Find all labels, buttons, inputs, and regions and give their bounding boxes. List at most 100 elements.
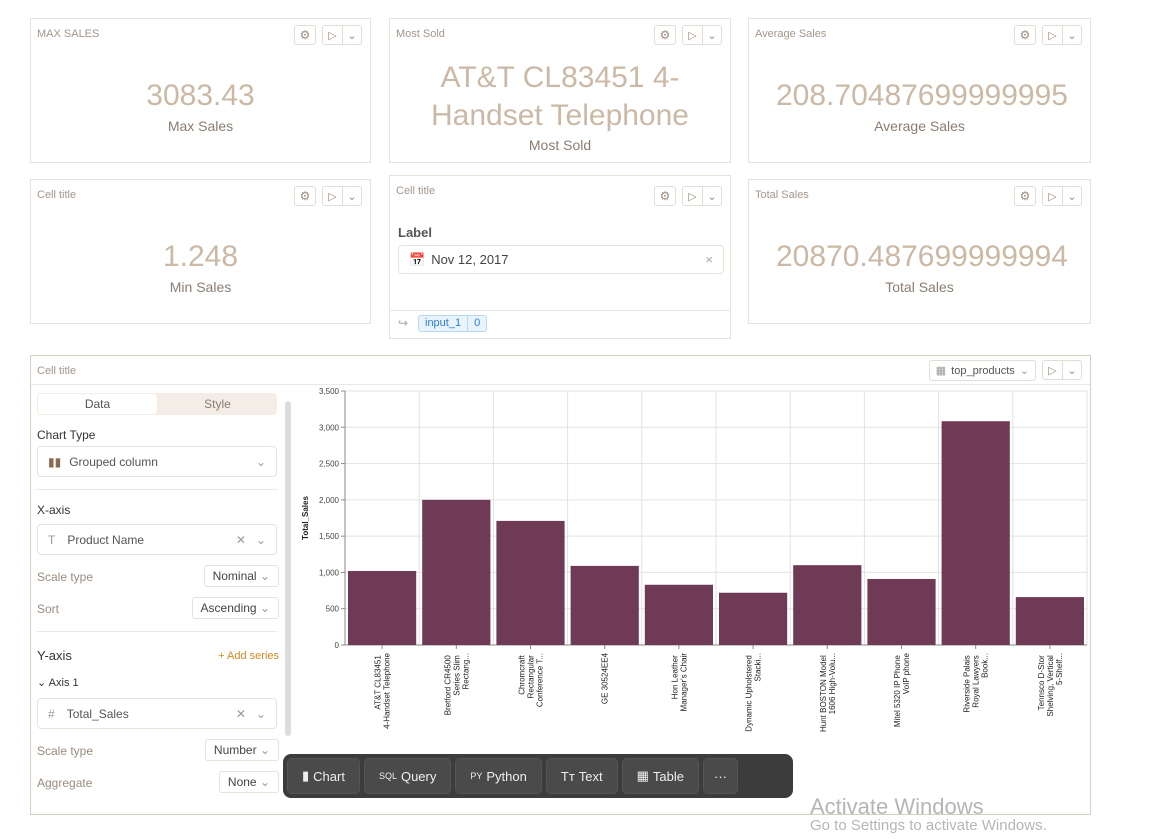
chart-config-panel: Data Style Chart Type ▮▮ Grouped column ⌄ … <box>31 386 293 814</box>
input-label: Label <box>398 225 432 240</box>
settings-button[interactable]: ⚙ <box>294 186 316 206</box>
average-sales-card: Average Sales ⚙ ▷ ⌄ 208.70487699999995 Ave… <box>748 18 1091 163</box>
run-options-button[interactable]: ⌄ <box>1062 26 1081 44</box>
variable-name: input_1 <box>425 317 462 329</box>
settings-button[interactable]: ⚙ <box>1014 25 1036 45</box>
cell-title: Cell title <box>37 365 77 377</box>
scale-type-label: Scale type <box>37 744 94 758</box>
metric-value-line2: Handset Telephone <box>431 99 689 132</box>
calendar-icon: 📅 <box>409 251 426 267</box>
run-options-button[interactable]: ⌄ <box>702 26 721 44</box>
axis1-toggle[interactable]: ⌄ Axis 1 <box>37 677 79 689</box>
dataframe-select[interactable]: ▦ top_products ⌄ <box>928 360 1036 381</box>
button-label: Python <box>486 768 527 784</box>
cell-title: MAX SALES <box>37 28 100 40</box>
config-tabs: Data Style <box>37 393 277 415</box>
chevron-down-icon: ⌄ <box>259 743 270 757</box>
metric-value: 20870.487699999994 <box>776 240 1068 273</box>
add-series-button[interactable]: + Add series <box>218 650 279 662</box>
cell-title: Cell title <box>37 189 77 201</box>
metric-value-line1: AT&T CL83451 4- <box>440 61 680 94</box>
run-button[interactable]: ▷ <box>1048 29 1057 42</box>
chevron-down-icon: ⌄ <box>255 706 266 721</box>
bar-chart-icon: ▮▮ <box>48 454 62 469</box>
add-cell-toolbar: ▮ Chart SQL Query PY Python Tт Text ▦ Table ·… <box>283 754 793 798</box>
sort-select[interactable]: Ascending ⌄ <box>191 597 279 619</box>
aggregate-value: None <box>227 775 257 789</box>
python-icon: PY <box>470 771 483 781</box>
tab-style[interactable]: Style <box>204 397 231 411</box>
add-chart-button[interactable]: ▮ Chart <box>287 758 360 794</box>
y-axis-label: Y-axis <box>37 648 72 663</box>
chart-type-select[interactable]: ▮▮ Grouped column ⌄ <box>37 446 277 477</box>
clear-icon[interactable]: × <box>705 252 713 267</box>
x-axis-label: X-axis <box>37 503 71 517</box>
run-options-button[interactable]: ⌄ <box>702 187 721 205</box>
run-options-button[interactable]: ⌄ <box>1062 361 1081 379</box>
date-input[interactable]: 📅 Nov 12, 2017 × <box>398 245 724 274</box>
button-label: Chart <box>313 768 345 784</box>
run-button[interactable]: ▷ <box>328 29 337 42</box>
cell-title: Average Sales <box>755 28 827 40</box>
date-value: Nov 12, 2017 <box>431 252 509 267</box>
more-button[interactable]: ··· <box>703 758 738 794</box>
cell-title: Most Sold <box>396 28 445 40</box>
add-text-button[interactable]: Tт Text <box>545 758 618 794</box>
x-field-value: Product Name <box>67 532 145 547</box>
clear-icon[interactable]: ✕ <box>235 532 246 547</box>
x-scale-select[interactable]: Nominal ⌄ <box>203 565 279 587</box>
run-options-button[interactable]: ⌄ <box>342 187 361 205</box>
x-scale-value: Nominal <box>212 569 257 583</box>
cell-title: Cell title <box>396 185 436 197</box>
run-button[interactable]: ▷ <box>688 29 697 42</box>
y-scale-select[interactable]: Number ⌄ <box>204 739 279 761</box>
table-icon: ▦ <box>636 768 649 783</box>
metric-label: Min Sales <box>169 279 232 295</box>
chevron-down-icon: ⌄ <box>255 532 266 547</box>
run-button[interactable]: ▷ <box>328 190 337 203</box>
aggregate-select[interactable]: None ⌄ <box>218 771 279 793</box>
add-query-button[interactable]: SQL Query <box>363 758 452 794</box>
sort-value: Ascending <box>200 601 257 615</box>
run-button[interactable]: ▷ <box>688 190 697 203</box>
run-button[interactable]: ▷ <box>1048 364 1057 377</box>
aggregate-label: Aggregate <box>37 776 93 790</box>
metric-label: Most Sold <box>528 137 592 153</box>
x-field-select[interactable]: T Product Name ✕ ⌄ <box>37 524 277 555</box>
watermark-line1: Activate Windows <box>810 794 984 819</box>
metric-value: 3083.43 <box>146 79 255 112</box>
date-input-card: Cell title ⚙ ▷ ⌄ Label 📅 Nov 12, 2017 × ↪ … <box>389 175 731 339</box>
settings-button[interactable]: ⚙ <box>294 25 316 45</box>
table-icon: ▦ <box>935 365 947 377</box>
settings-button[interactable]: ⚙ <box>654 25 676 45</box>
run-options-button[interactable]: ⌄ <box>1062 187 1081 205</box>
add-table-button[interactable]: ▦ Table <box>621 758 699 794</box>
axis1-label: Axis 1 <box>48 677 79 689</box>
y-field-select[interactable]: # Total_Sales ✕ ⌄ <box>37 698 277 729</box>
most-sold-card: Most Sold ⚙ ▷ ⌄ AT&T CL83451 4- Handset Te… <box>389 18 731 163</box>
tab-data[interactable]: Data <box>38 394 157 414</box>
metric-label: Total Sales <box>885 279 954 295</box>
sort-label: Sort <box>37 602 60 616</box>
min-sales-card: Cell title ⚙ ▷ ⌄ 1.248 Min Sales <box>30 179 371 324</box>
chevron-down-icon: ⌄ <box>1019 365 1029 377</box>
metric-value: 208.70487699999995 <box>776 79 1068 112</box>
run-button[interactable]: ▷ <box>1048 190 1057 203</box>
clear-icon[interactable]: ✕ <box>235 706 246 721</box>
chevron-down-icon: ⌄ <box>259 601 270 615</box>
panel-scrollbar[interactable] <box>285 401 291 736</box>
metric-label: Max Sales <box>167 118 234 134</box>
add-python-button[interactable]: PY Python <box>455 758 542 794</box>
max-sales-card: MAX SALES ⚙ ▷ ⌄ 3083.43 Max Sales <box>30 18 371 163</box>
y-scale-value: Number <box>213 743 257 757</box>
settings-button[interactable]: ⚙ <box>1014 186 1036 206</box>
settings-button[interactable]: ⚙ <box>654 186 676 206</box>
metric-label: Average Sales <box>874 118 965 134</box>
scale-type-label: Scale type <box>37 570 94 584</box>
chart-icon: ▮ <box>302 768 310 783</box>
chart-cell: Cell title ▦ top_products ⌄ ▷ ⌄ Data Style … <box>30 355 1091 815</box>
total-sales-card: Total Sales ⚙ ▷ ⌄ 20870.487699999994 Total… <box>748 179 1091 324</box>
chart-type-label: Chart Type <box>37 428 96 442</box>
variable-badge[interactable]: input_1 0 <box>418 315 488 332</box>
run-options-button[interactable]: ⌄ <box>342 26 361 44</box>
